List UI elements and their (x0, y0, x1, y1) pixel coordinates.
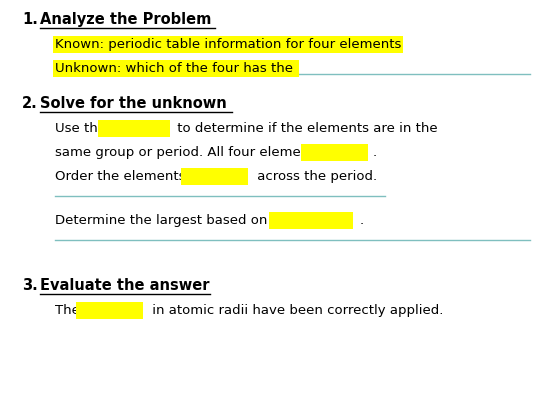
Text: in atomic radii have been correctly applied.: in atomic radii have been correctly appl… (148, 304, 443, 317)
Text: Determine the largest based on trends of: Determine the largest based on trends of (55, 214, 335, 227)
Text: same group or period. All four elements are in: same group or period. All four elements … (55, 146, 368, 159)
Text: 3.: 3. (22, 278, 38, 293)
Text: across the period.: across the period. (253, 170, 377, 183)
Text: Solve for the unknown: Solve for the unknown (40, 96, 227, 111)
Text: 2.: 2. (22, 96, 38, 111)
Text: Order the elements from: Order the elements from (55, 170, 225, 183)
Text: Use the: Use the (55, 122, 110, 135)
Text: Evaluate the answer: Evaluate the answer (40, 278, 209, 293)
Text: Analyze the Problem: Analyze the Problem (40, 12, 211, 27)
Text: 1.: 1. (22, 12, 38, 27)
Text: to determine if the elements are in the: to determine if the elements are in the (173, 122, 437, 135)
Text: Known: periodic table information for four elements: Known: periodic table information for fo… (55, 38, 401, 51)
Text: Unknown: which of the four has the: Unknown: which of the four has the (55, 62, 297, 75)
Text: The: The (55, 304, 84, 317)
Text: .: . (360, 214, 364, 227)
Text: .: . (373, 146, 377, 159)
